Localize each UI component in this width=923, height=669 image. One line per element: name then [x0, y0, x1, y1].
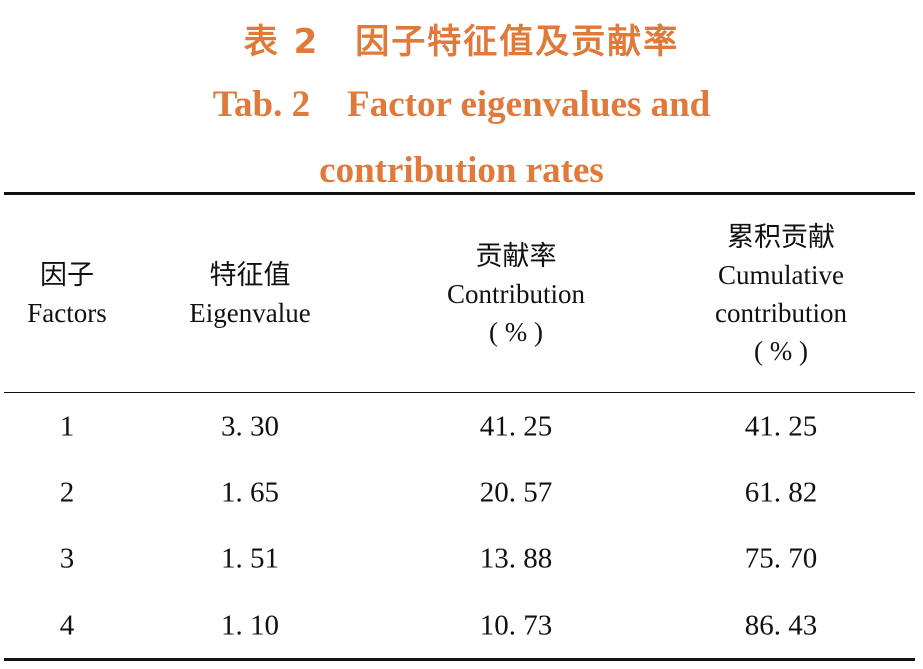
header-text: ( % ) [489, 317, 543, 347]
cell: 1 [59, 410, 75, 443]
header-rule [4, 392, 915, 393]
cell: 4 [59, 609, 75, 642]
cell: 2 [59, 476, 75, 509]
header-text: contribution [715, 298, 847, 328]
cell: 13. 88 [479, 542, 553, 575]
header-text: Factors [27, 298, 107, 328]
header-cell: 贡献率 Contribution ( % ) [386, 196, 646, 392]
header-text: 因子 [40, 260, 94, 290]
header-text: Eigenvalue [189, 298, 311, 328]
header-cell: 因子 Factors [2, 196, 132, 392]
cell: 41. 25 [744, 410, 818, 443]
title-en: Tab. 2 Factor eigenvalues and contributi… [212, 84, 720, 191]
header-text: Contribution [446, 279, 585, 309]
top-rule [4, 192, 915, 195]
header-text: ( % ) [754, 336, 808, 366]
cell: 86. 43 [744, 609, 818, 642]
cell: 3. 30 [221, 410, 279, 443]
cell: 1. 51 [221, 542, 279, 575]
title-cn: 表 2 因子特征值及贡献率 [243, 22, 680, 62]
header-cell: 特征值 Eigenvalue [140, 196, 360, 392]
cell: 3 [59, 542, 75, 575]
cell: 61. 82 [744, 476, 818, 509]
cell: 20. 57 [479, 476, 553, 509]
header-text: 贡献率 [475, 241, 557, 271]
header-text: Cumulative [718, 260, 844, 290]
cell: 41. 25 [479, 410, 553, 443]
cell: 10. 73 [479, 609, 553, 642]
bottom-rule [4, 658, 915, 661]
cell: 75. 70 [744, 542, 818, 575]
header-text: 特征值 [209, 260, 291, 290]
header-cell: 累积贡献 Cumulative contribution ( % ) [651, 196, 911, 392]
cell: 1. 65 [221, 476, 279, 509]
header-text: 累积贡献 [727, 222, 835, 252]
cell: 1. 10 [221, 609, 279, 642]
